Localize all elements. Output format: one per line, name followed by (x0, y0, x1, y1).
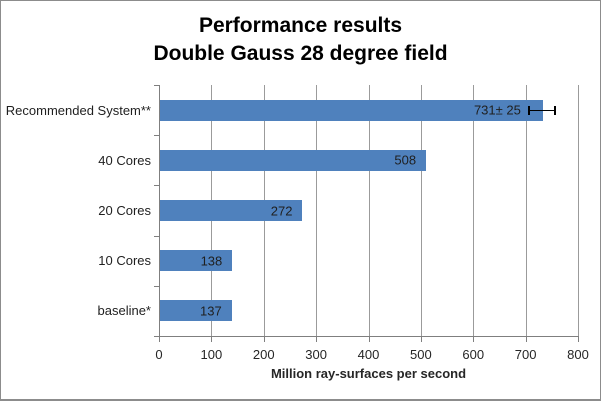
y-axis-line (159, 85, 160, 337)
bar-value-label: 272 (270, 203, 293, 218)
bar: 731± 25 (160, 99, 543, 121)
bar-value-label: 137 (200, 303, 222, 319)
x-axis-title: Million ray-surfaces per second (270, 366, 467, 381)
y-axis-tick (154, 286, 159, 287)
x-axis-tick (578, 337, 579, 342)
y-axis-tick (154, 236, 159, 237)
error-bar-line (528, 110, 555, 112)
gridline (578, 85, 579, 336)
x-axis-tick (473, 337, 475, 342)
error-bar-cap (527, 106, 530, 116)
chart-subtitle: Double Gauss 28 degree field (153, 42, 448, 65)
x-axis-tick (263, 337, 265, 342)
y-axis-tick (154, 85, 159, 86)
x-axis-tick (159, 337, 160, 342)
x-axis-tick (525, 337, 527, 342)
x-tick-label: 200 (252, 347, 275, 362)
category-label: baseline* (97, 303, 152, 319)
x-tick-label: 700 (514, 347, 537, 362)
x-tick-label: 500 (410, 347, 432, 362)
bar-value-label: 138 (200, 253, 223, 269)
gridline (368, 85, 370, 336)
x-tick-label: 0 (155, 347, 163, 362)
x-axis-line (159, 336, 579, 337)
x-axis-tick (316, 337, 318, 342)
x-axis-tick (211, 337, 213, 342)
x-axis-tick (368, 337, 370, 342)
category-label: 20 Cores (98, 202, 151, 218)
bar: 508 (160, 149, 427, 171)
x-tick-label: 400 (357, 347, 380, 362)
chart-title-block: Performance results Double Gauss 28 degr… (1, 12, 600, 68)
y-axis-tick (154, 135, 159, 136)
bar: 272 (160, 200, 303, 221)
gridline (525, 85, 527, 336)
x-tick-label: 100 (200, 347, 223, 362)
category-label: 10 Cores (98, 253, 151, 269)
y-axis-tick (154, 336, 159, 337)
x-axis-tick (420, 337, 422, 342)
bar: 138 (160, 250, 233, 272)
plot-area: 731± 25 508 272 138 137 (154, 85, 579, 342)
bar-value-label: 508 (394, 152, 417, 168)
bar: 137 (160, 300, 232, 322)
gridline (420, 85, 422, 336)
x-tick-label: 300 (305, 347, 327, 362)
x-tick-label: 800 (567, 347, 589, 362)
category-label: Recommended System** (5, 102, 151, 118)
x-tick-label: 600 (462, 347, 485, 362)
chart-title: Performance results (198, 14, 403, 37)
error-bar-cap (553, 106, 556, 116)
gridline (473, 85, 475, 336)
y-axis-tick (154, 185, 159, 186)
gridline (316, 85, 318, 336)
bar-value-label: 731± 25 (473, 102, 521, 118)
category-label: 40 Cores (98, 152, 151, 168)
